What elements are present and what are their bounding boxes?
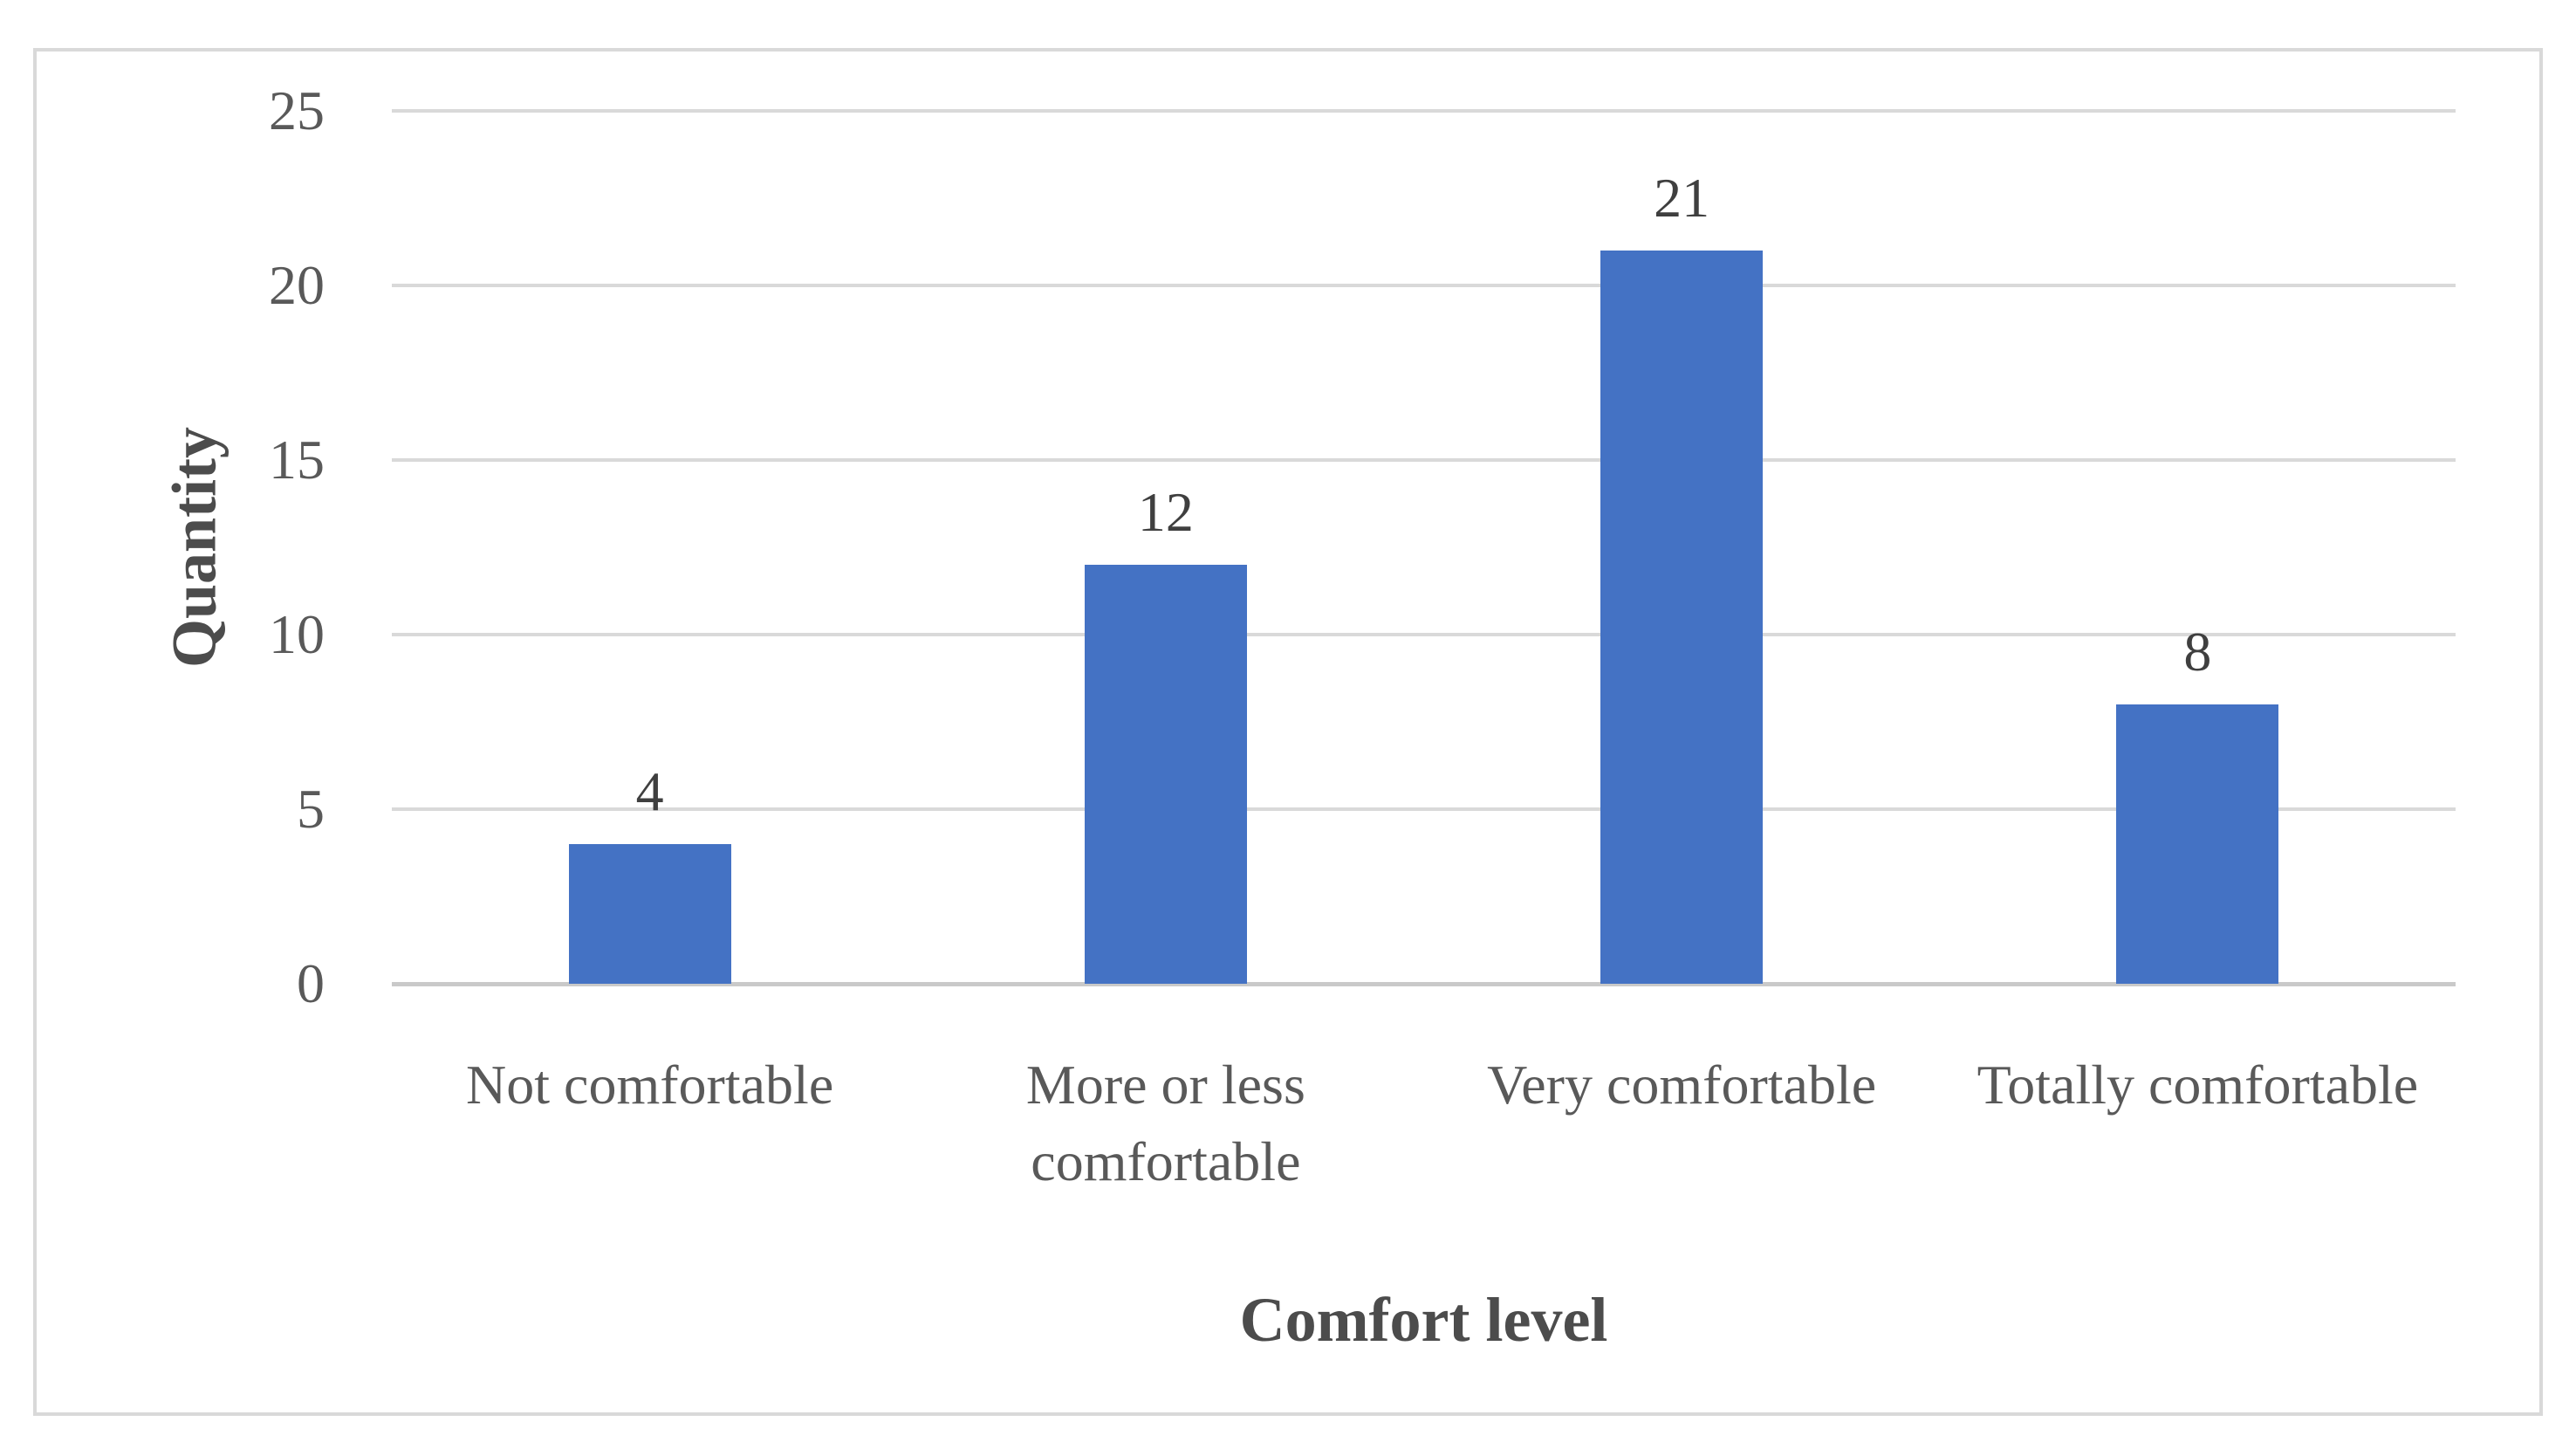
bar [568, 844, 731, 984]
gridline [392, 109, 2456, 113]
category-label: Totally comfortable [1977, 1054, 2419, 1116]
y-tick-label: 5 [297, 778, 325, 840]
x-axis-title: Comfort level [1239, 1285, 1608, 1355]
y-tick-label: 20 [269, 254, 325, 316]
category-label: Very comfortable [1487, 1054, 1877, 1116]
bar-data-label: 21 [1654, 167, 1710, 229]
y-tick-label: 0 [297, 952, 325, 1014]
category-label: Not comfortable [466, 1054, 834, 1116]
gridline [392, 458, 2456, 462]
category-label: More or less comfortable [1025, 1054, 1305, 1192]
bar [1600, 251, 1764, 984]
bar-chart: Quantity 0 5 10 15 20 25 4 12 21 8 Not comfortab… [33, 48, 2543, 1416]
x-axis-line [392, 982, 2456, 986]
gridline [392, 284, 2456, 287]
y-tick-label: 25 [269, 79, 325, 141]
gridline [392, 807, 2456, 811]
gridline [392, 633, 2456, 636]
y-tick-label: 10 [269, 603, 325, 665]
y-tick-label: 15 [269, 429, 325, 491]
bar [1084, 565, 1247, 984]
bar-data-label: 12 [1137, 481, 1194, 543]
bar [2116, 704, 2279, 984]
bar-data-label: 8 [2183, 621, 2212, 683]
bar-data-label: 4 [635, 760, 664, 822]
